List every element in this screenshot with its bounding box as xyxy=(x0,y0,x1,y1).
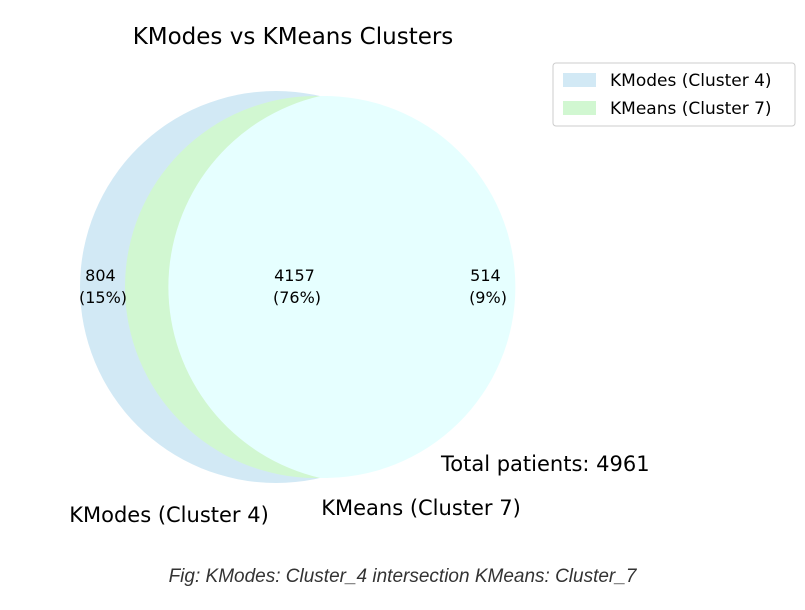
intersection-count: 4157 (76%) xyxy=(273,266,321,307)
legend-frame xyxy=(552,62,796,127)
intersection-region xyxy=(168,96,516,479)
legend-label-kmeans: KMeans (Cluster 7) xyxy=(610,99,772,119)
chart-title: KModes vs KMeans Clusters xyxy=(133,24,454,50)
figure-caption: Fig: KModes: Cluster_4 intersection KMea… xyxy=(168,566,637,587)
total-annotation: Total patients: 4961 xyxy=(440,452,650,476)
kmeans-set-label: KMeans (Cluster 7) xyxy=(321,496,521,520)
kmodes-set-label: KModes (Cluster 4) xyxy=(69,503,269,527)
kmeans-only-count: 514 (9%) xyxy=(469,266,507,307)
legend-label-kmodes: KModes (Cluster 4) xyxy=(610,71,772,91)
legend-swatch-kmodes xyxy=(563,73,596,87)
kmodes-only-count: 804 (15%) xyxy=(79,266,127,307)
legend: KModes (Cluster 4) KMeans (Cluster 7) xyxy=(552,62,796,127)
legend-swatch-kmeans xyxy=(563,101,596,115)
venn-figure: KModes vs KMeans Clusters 804 (15%) 4157… xyxy=(69,24,796,527)
